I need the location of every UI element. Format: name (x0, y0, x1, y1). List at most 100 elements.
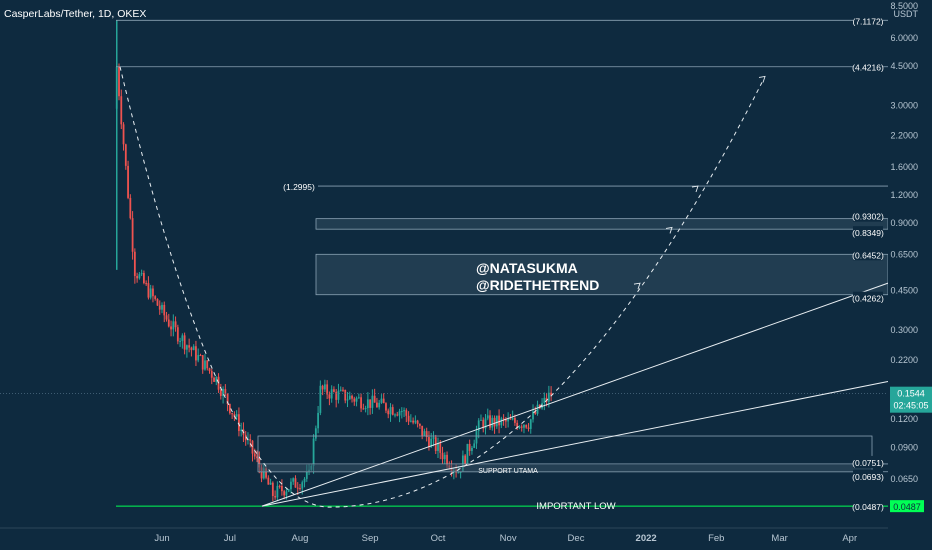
candle-body (185, 345, 188, 350)
month-label: Nov (500, 533, 517, 544)
candle-body (222, 388, 224, 396)
candle-body (360, 397, 362, 409)
level-label-bg (853, 455, 883, 468)
support-zone (258, 463, 872, 472)
candle-body (305, 471, 308, 479)
month-label: Oct (431, 533, 446, 544)
month-label: Jul (224, 533, 236, 544)
candle-body (520, 426, 523, 428)
candle-body (532, 411, 534, 420)
bar-countdown: 02:45:05 (893, 401, 928, 411)
candle-body (181, 335, 184, 341)
candle-body (240, 429, 243, 432)
candle-body (224, 388, 227, 394)
month-label: Feb (708, 533, 724, 544)
candle-body (459, 471, 462, 473)
watermark-line1: @NATASUKMA (476, 260, 578, 276)
candle-body (256, 456, 258, 459)
candle-body (133, 251, 136, 276)
candle-body (179, 340, 181, 342)
candle-body (147, 283, 150, 298)
resistance-zone-2 (315, 253, 889, 296)
candle-body (516, 422, 519, 429)
candle-body (357, 397, 360, 399)
candle-body (204, 360, 206, 370)
candle-body (138, 274, 141, 279)
candle-body (197, 355, 200, 361)
candle-body (176, 327, 179, 342)
candle-body (489, 415, 491, 428)
candle-body (486, 415, 489, 419)
candle-body (484, 418, 487, 429)
candle-body (118, 66, 120, 97)
candle-body (260, 467, 263, 479)
candle-body (477, 420, 480, 432)
candle-body (423, 431, 426, 436)
candle-body (382, 398, 385, 404)
trendline-steep (261, 282, 889, 507)
curve-arrowhead (665, 226, 673, 234)
candle-body (466, 443, 469, 465)
level-label-bg (853, 248, 883, 261)
currency-label: USDT (894, 9, 919, 19)
resistance-zone-1 (315, 218, 889, 230)
candle-body (428, 437, 430, 448)
candle-body (525, 424, 528, 428)
candle-body (319, 385, 322, 413)
candle-body (317, 412, 319, 429)
price-tick-label: 0.0650 (890, 474, 918, 484)
candle-body (190, 347, 193, 351)
month-label: Mar (771, 533, 787, 544)
level-label-bg (853, 469, 883, 482)
candle-body (156, 298, 159, 306)
price-tick-label: 1.6000 (890, 162, 918, 172)
candle-body (145, 283, 148, 285)
candle-body (529, 419, 532, 429)
candle-body (267, 477, 270, 485)
candle-body (274, 496, 277, 498)
candle-body (421, 425, 424, 436)
candle-body (188, 345, 191, 348)
candle-body (231, 413, 234, 415)
candle-body (353, 398, 356, 402)
candle-body (271, 482, 274, 497)
candle-body (498, 415, 500, 426)
candle-body (290, 481, 292, 490)
candle-body (394, 414, 396, 416)
price-tick-label: 3.0000 (890, 101, 918, 111)
candle-body (278, 485, 281, 487)
candle-body (441, 452, 444, 460)
candle-body (371, 395, 374, 408)
level-label: (0.4262) (852, 294, 884, 304)
candle-body (208, 368, 211, 371)
candle-body (152, 288, 154, 297)
candle-body (149, 288, 152, 298)
candle-body (249, 439, 252, 441)
candle-body (124, 144, 127, 166)
candle-body (391, 407, 394, 415)
level-label: (0.9302) (852, 212, 884, 222)
candle-body (165, 315, 168, 320)
level-label: (4.4216) (852, 63, 884, 73)
candle-body (355, 398, 358, 402)
level-label-bg (853, 14, 883, 27)
current-price-value: 0.1544 (897, 389, 925, 399)
price-tick-label: 4.5000 (890, 61, 918, 71)
candle-body (226, 393, 229, 405)
candle-body (330, 389, 333, 399)
level-label: (1.2995) (283, 182, 315, 192)
trendline-shallow (261, 380, 889, 507)
candle-body (253, 453, 256, 457)
candle-body (140, 273, 143, 275)
candle-body (398, 411, 401, 416)
candle-body (514, 418, 516, 423)
candle-body (518, 426, 521, 429)
candle-body (419, 423, 421, 426)
current-price-tag[interactable] (890, 386, 932, 413)
candle-body (468, 443, 471, 451)
candle-body (502, 418, 505, 420)
candle-body (536, 404, 539, 414)
price-tick-label: 0.2200 (890, 355, 918, 365)
candle-body (201, 355, 204, 370)
